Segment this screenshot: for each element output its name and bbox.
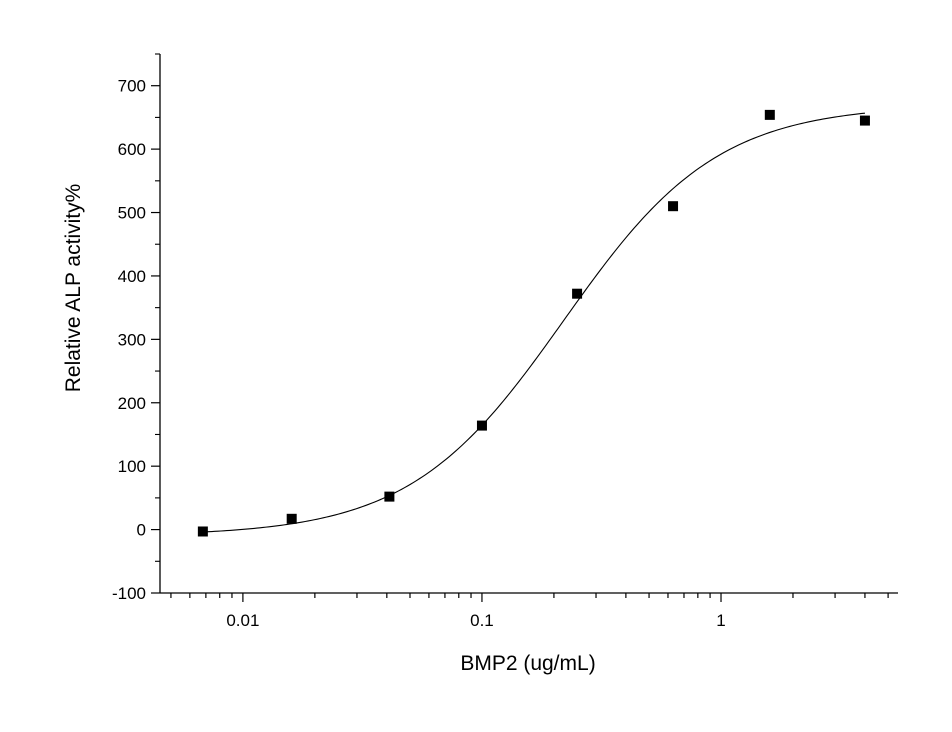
data-point [286, 513, 297, 524]
axes: -100 0 100 200 300 400 500 600 700 0.01 0.1 1 [112, 53, 898, 630]
y-tick-label: 200 [118, 394, 146, 413]
y-axis-title: Relative ALP activity% [62, 184, 85, 393]
fit-curve-layer [202, 112, 865, 533]
data-point [384, 491, 395, 502]
y-tick-label: 0 [137, 521, 146, 540]
data-point [859, 115, 870, 126]
y-tick-label: 700 [118, 77, 146, 96]
data-point [668, 201, 679, 212]
x-axis-title: BMP2 (ug/mL) [460, 652, 595, 675]
data-point [476, 420, 487, 431]
data-point [197, 526, 208, 537]
x-tick-label: 0.01 [226, 611, 259, 630]
x-tick-label: 1 [716, 611, 725, 630]
y-tick-label: 500 [118, 204, 146, 223]
y-tick-label: 400 [118, 267, 146, 286]
y-tick-label: 300 [118, 330, 146, 349]
data-points-layer [197, 109, 870, 537]
y-tick-label: 100 [118, 457, 146, 476]
x-tick-label: 0.1 [470, 611, 494, 630]
data-point [764, 109, 775, 120]
y-tick-label: 600 [118, 140, 146, 159]
y-tick-label: -100 [112, 584, 146, 603]
fit-curve [202, 112, 865, 533]
data-point [572, 288, 583, 299]
